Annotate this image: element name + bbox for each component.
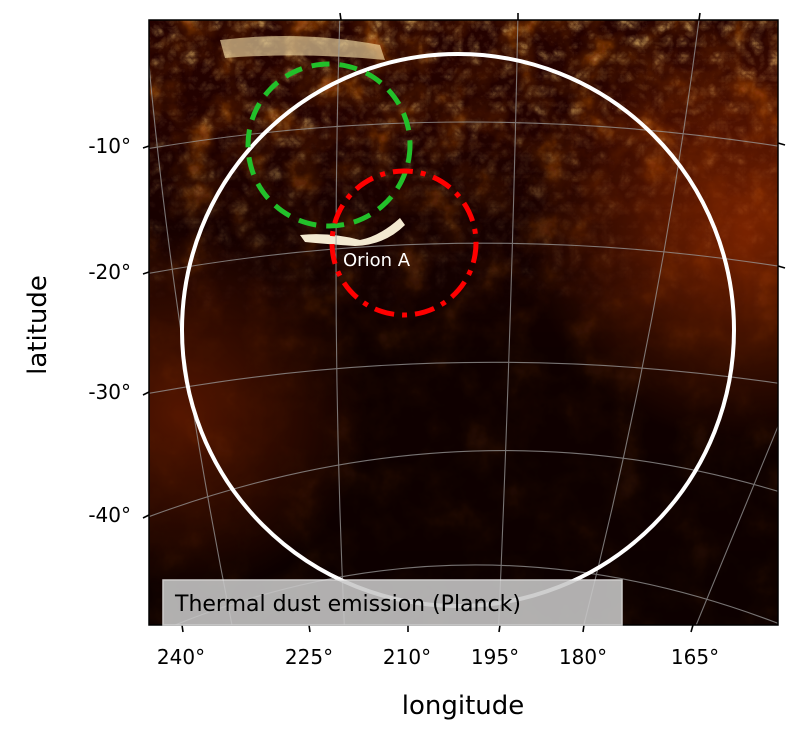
x-axis-label: longitude bbox=[402, 691, 525, 721]
lat-tick-label: -10° bbox=[88, 134, 131, 158]
lon-tick-label: 165° bbox=[671, 645, 719, 669]
lon-tick-label: 240° bbox=[157, 645, 205, 669]
longitude-tick-labels: 240° 225° 210° 195° 180° 165° bbox=[157, 645, 719, 669]
lat-tick-label: -40° bbox=[88, 503, 131, 527]
orion-a-circle bbox=[329, 168, 479, 318]
y-axis-label: latitude bbox=[23, 275, 53, 375]
lat-tick-label: -30° bbox=[88, 380, 131, 404]
green-region-circle bbox=[245, 61, 413, 229]
latitude-tick-labels: -10° -20° -30° -40° bbox=[88, 134, 131, 527]
lon-tick-label: 195° bbox=[471, 645, 519, 669]
lon-tick-label: 180° bbox=[559, 645, 607, 669]
lon-tick-label: 210° bbox=[383, 645, 431, 669]
orion-a-label: Orion A bbox=[343, 250, 411, 271]
lon-tick-label: 225° bbox=[285, 645, 333, 669]
orion-ridge bbox=[300, 218, 405, 246]
lat-tick-label: -20° bbox=[88, 260, 131, 284]
map-caption: Thermal dust emission (Planck) bbox=[174, 592, 521, 617]
frame-ticks bbox=[142, 12, 786, 633]
caption-box: Thermal dust emission (Planck) bbox=[162, 579, 623, 626]
dust-emission-map bbox=[149, 20, 778, 625]
